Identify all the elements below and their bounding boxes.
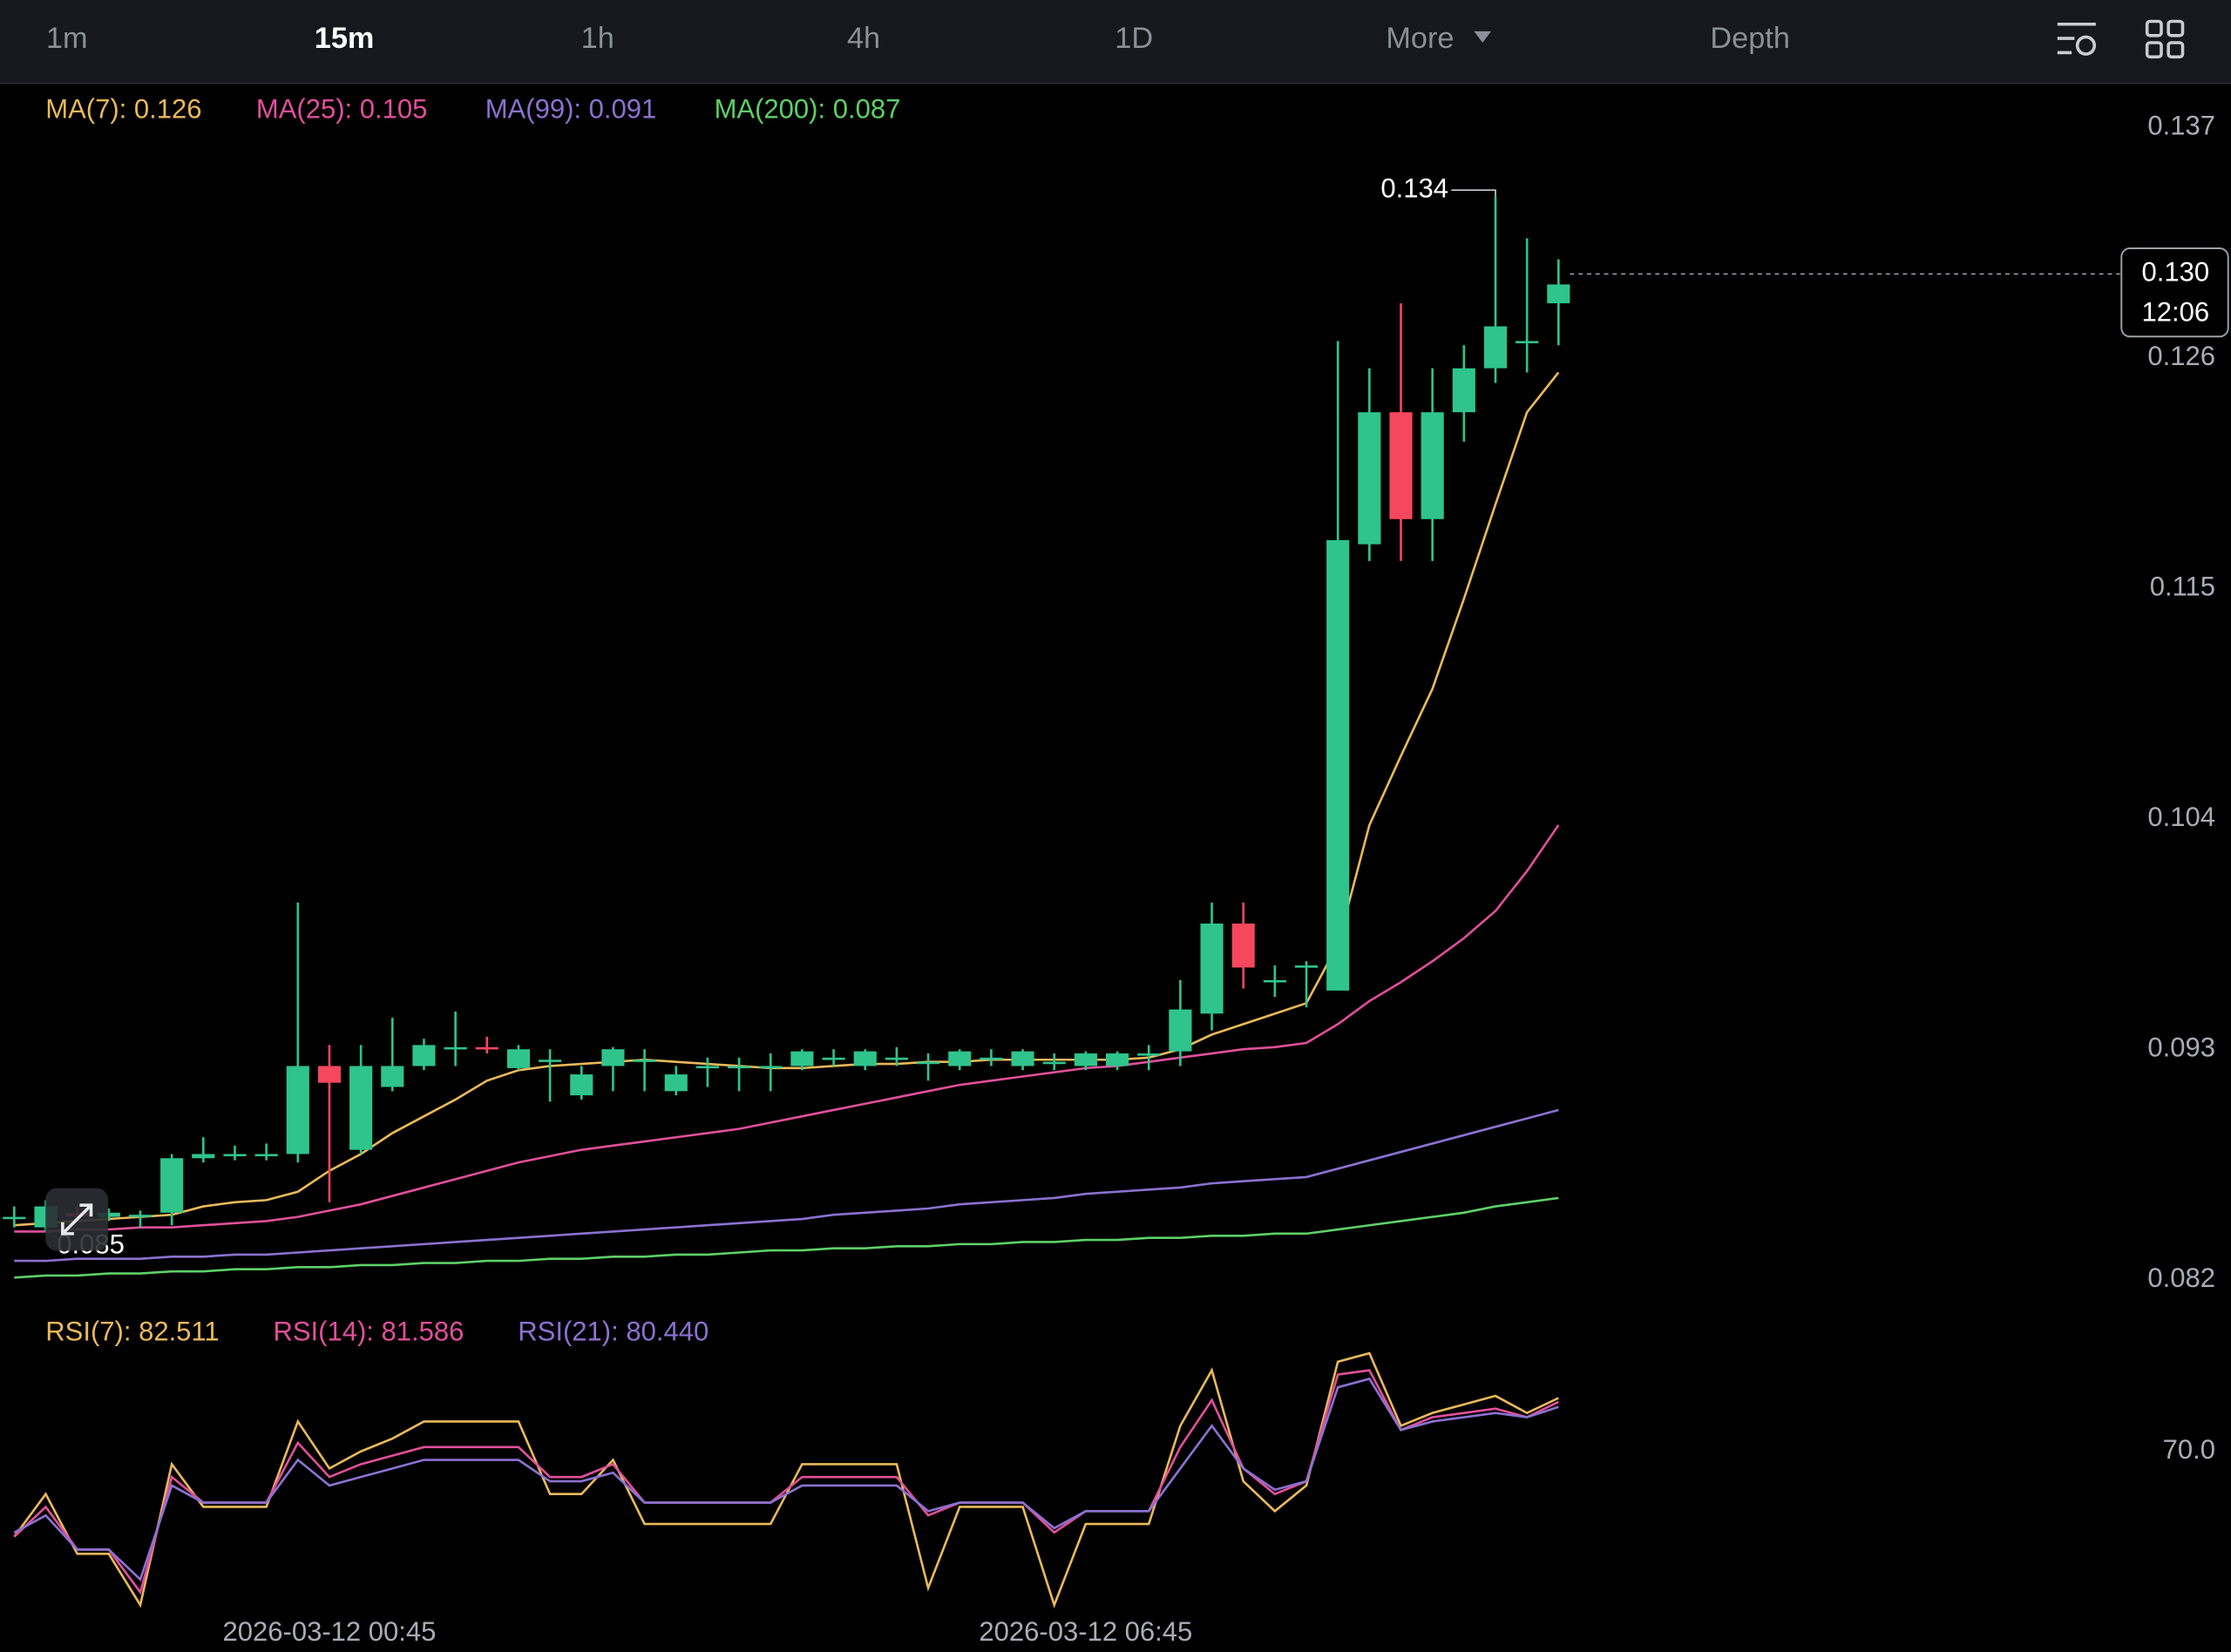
candle-body [695,1066,719,1069]
candle-body [1452,368,1475,413]
expand-button[interactable] [45,1188,109,1251]
candle-body [1200,923,1224,1014]
y-tick-label: 0.137 [2147,110,2215,140]
candle-body [1547,284,1570,304]
settings-icon[interactable] [2057,22,2097,56]
tab[interactable]: 1h [581,22,614,55]
legend-entry: MA(99): 0.091 [485,94,657,125]
candle-body [381,1066,404,1087]
legend-entry: RSI(7): 82.511 [45,1316,219,1346]
candle-body [1105,1053,1129,1066]
candle-body [885,1057,908,1060]
candle-body [475,1046,498,1050]
candle-body [1326,539,1350,991]
candle-body [349,1066,373,1150]
candle-body [633,1060,656,1062]
line-series [13,1377,1559,1582]
candle-body [506,1049,530,1068]
candle-body [254,1154,278,1157]
tab-more[interactable]: More [1386,22,1454,55]
plot: 0.082 0.093 0.104 0.115 0.126 0.137 2026-03-12… [3,94,2229,1647]
candle-body [160,1158,184,1213]
tab[interactable]: 1m [46,22,88,55]
y-tick-label: 0.126 [2147,341,2215,371]
legend-entry: RSI(14): 81.586 [273,1316,464,1346]
candle-body [1516,341,1539,343]
candle-body [948,1051,972,1066]
candle-body [790,1051,814,1066]
line-series [14,371,1560,1227]
candle-body [317,1066,342,1083]
last-price-label: 0.130 [2142,257,2210,288]
candle-body [1294,965,1319,968]
countdown-label: 12:06 [2142,296,2210,327]
y-tick-label: 0.093 [2147,1032,2215,1062]
candle-body [728,1066,751,1069]
candle-body [570,1074,593,1096]
line-series [14,824,1560,1233]
last-price-box [2120,247,2229,338]
candle-body [1389,412,1413,519]
candle-body [1137,1053,1161,1056]
candle-body [412,1045,436,1066]
legend-entry: MA(25): 0.105 [256,94,428,125]
candle-body [759,1066,783,1069]
legend-entry: MA(200): 0.087 [715,94,901,125]
candle-body [1011,1051,1034,1066]
high-label: 0.134 [1380,173,1448,203]
high-marker-line [1451,189,1496,197]
tab[interactable]: Depth [1710,22,1789,55]
y-tick-label: 70.0 [2163,1434,2215,1465]
candle-body [1421,412,1444,519]
candle-body [1358,412,1381,545]
legend-entry: RSI(21): 80.440 [518,1316,709,1346]
candle-body [601,1049,625,1066]
candle-body [539,1060,562,1062]
line-series [14,1196,1559,1279]
y-tick-label: 0.115 [2150,571,2215,601]
candle-body [444,1046,467,1050]
tab[interactable]: 1D [1115,22,1153,55]
x-tick-label: 2026-03-12 06:45 [979,1616,1192,1647]
line-series [13,1351,1559,1609]
candle-body [128,1215,153,1217]
candle-body [980,1057,1003,1060]
tab-active[interactable]: 15m [315,22,375,55]
candle-body [853,1051,877,1066]
candle-body [1483,326,1508,369]
y-tick-label: 0.104 [2147,802,2215,832]
candle-body [917,1061,940,1065]
y-tick-label: 0.082 [2147,1263,2215,1293]
candle-body [97,1212,120,1217]
legend-entry: MA(7): 0.126 [45,94,201,125]
layout-icon[interactable] [2145,19,2185,59]
candle-body [1074,1053,1097,1066]
candle-body [223,1154,247,1157]
dropdown-arrow[interactable] [1474,30,1492,43]
candle-body [822,1057,845,1060]
line-series [14,1108,1559,1263]
candle-body [664,1074,688,1092]
candle-body [192,1154,215,1159]
candle-body [286,1066,309,1154]
candle-body [1169,1009,1192,1052]
toolbar [0,0,2231,83]
tab[interactable]: 4h [847,22,880,55]
x-tick-label: 2026-03-12 00:45 [223,1616,437,1647]
candle-body [1042,1061,1066,1065]
candle-body [1231,923,1255,968]
candle-body [3,1216,26,1220]
candle-body [1263,979,1286,983]
